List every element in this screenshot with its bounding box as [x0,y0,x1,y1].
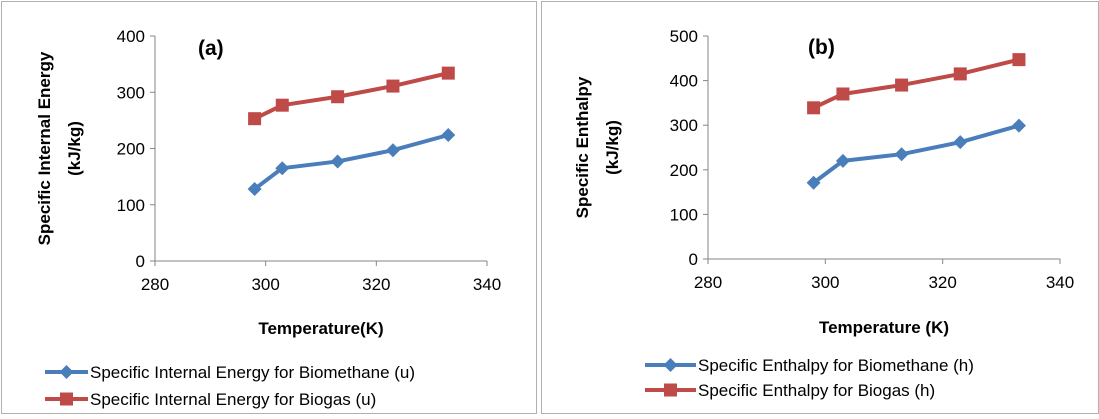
series-line-biomethane [252,133,451,191]
x-tick-label: 320 [362,275,390,294]
data-point-biomethane [330,154,345,169]
series-line-biogas [252,71,451,121]
x-axis-label: Temperature(K) [258,319,383,338]
y-tick-label: 100 [117,196,145,215]
data-point-biomethane [385,143,400,158]
data-point-biomethane [953,135,968,150]
data-point-biogas [953,67,967,81]
data-point-biomethane [247,182,262,196]
y-tick-label: 500 [670,27,698,46]
y-tick-label: 400 [670,72,698,91]
data-point-biogas [807,101,821,115]
legend-label-biomethane: Specific Enthalpy for Biomethane (h) [698,356,974,375]
y-axis-label: Specific Enthalpy [573,76,592,218]
data-point-biomethane [275,161,290,176]
y-tick-label: 200 [670,161,698,180]
data-point-biomethane [894,147,909,162]
x-tick-label: 280 [694,273,722,292]
x-tick-label: 300 [811,273,839,292]
y-axis-label: Specific Internal Energy [35,51,54,245]
data-point-biogas [386,79,400,93]
chart-a: 0 100 200 300 400 280 300 320 340 Temperature(K) S… [1,1,537,414]
y-tick-label: 200 [117,140,145,159]
legend-marker-biomethane [663,358,678,372]
x-tick-label: 340 [1046,273,1074,292]
series-line-biomethane [811,123,1021,185]
data-point-biogas [331,90,345,104]
data-point-biomethane [835,153,850,168]
data-point-biogas [248,112,262,126]
y-tick-label: 100 [670,205,698,224]
x-tick-label: 280 [141,275,169,294]
x-tick-label: 300 [251,275,279,294]
data-point-biogas [836,87,850,101]
x-tick-label: 340 [473,275,501,294]
series-line-biogas [811,57,1021,110]
data-point-biomethane [1011,118,1026,133]
legend-marker-biogas [664,383,677,397]
legend-marker-biogas [60,392,73,406]
legend-label-biomethane: Specific Internal Energy for Biomethane … [90,363,415,382]
data-point-biomethane [441,128,456,142]
legend-marker-biomethane [59,365,74,379]
chart-frame [1,1,537,414]
y-tick-label: 0 [689,250,698,269]
data-point-biogas [895,78,909,92]
x-axis-label: Temperature (K) [819,318,949,337]
x-tick-label: 320 [928,273,956,292]
y-axis-unit-label: (kJ/kg) [603,120,622,175]
y-tick-label: 300 [670,116,698,135]
y-axis-unit-label: (kJ/kg) [65,121,84,176]
chart-title-a: (a) [198,37,224,60]
chart-title-b: (b) [808,36,835,59]
legend-label-biogas: Specific Enthalpy for Biogas (h) [698,381,935,400]
chart-panel-b: 0 100 200 300 400 500 280 300 320 340 Temperature … [540,0,1099,414]
data-point-biogas [441,66,455,80]
data-point-biogas [1012,53,1026,67]
data-point-biogas [275,98,289,112]
y-tick-label: 300 [117,83,145,102]
legend-label-biogas: Specific Internal Energy for Biogas (u) [90,390,376,409]
y-tick-label: 400 [117,27,145,46]
chart-b: 0 100 200 300 400 500 280 300 320 340 Temperature … [541,1,1099,414]
y-tick-label: 0 [136,252,145,271]
chart-panel-a: 0 100 200 300 400 280 300 320 340 Temperature(K) S… [0,0,537,414]
data-point-biomethane [806,175,821,190]
